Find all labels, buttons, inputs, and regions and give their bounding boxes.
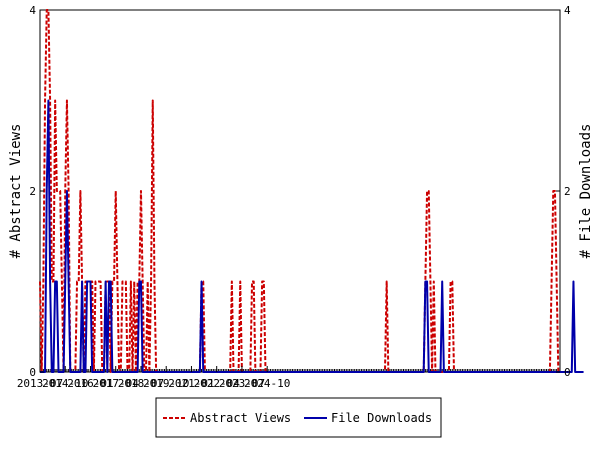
x-axis-labels: 2013-072014-102016-012017-042018-072019-… xyxy=(17,366,290,390)
left-y-tick-label: 0 xyxy=(29,366,36,379)
right-y-tick-label: 0 xyxy=(564,366,571,379)
x-tick-label: 2023-07 xyxy=(219,377,265,390)
x-tick-label: 2017-04 xyxy=(93,377,140,390)
x-tick-label: 2019-10 xyxy=(143,377,189,390)
x-tick-label: 2014-10 xyxy=(42,377,88,390)
plot-area xyxy=(39,9,584,373)
left-y-tick-label: 2 xyxy=(29,185,36,198)
x-tick-label: 2013-07 xyxy=(17,377,63,390)
left-y-axis-labels: 0 2 4 xyxy=(29,4,44,379)
right-y-axis-title: # File Downloads xyxy=(578,124,594,259)
x-tick-label: 2022-04 xyxy=(194,377,241,390)
series-line-abstract-views xyxy=(39,9,560,373)
legend-label-abstract-views: Abstract Views xyxy=(190,411,291,425)
right-y-tick-label: 2 xyxy=(564,185,571,198)
right-y-axis-labels: 0 2 4 xyxy=(556,4,571,379)
left-y-tick-label: 4 xyxy=(29,4,36,17)
x-tick-label: 2021-01 xyxy=(168,377,214,390)
legend-label-file-downloads: File Downloads xyxy=(331,411,432,425)
legend: Abstract Views File Downloads xyxy=(155,397,442,438)
right-y-tick-label: 4 xyxy=(564,4,571,17)
x-tick-label: 2018-07 xyxy=(118,377,164,390)
series-layer xyxy=(39,9,584,373)
legend-box xyxy=(155,397,442,438)
x-tick-label: 2016-01 xyxy=(67,377,113,390)
x-tick-label: 2024-10 xyxy=(244,377,290,390)
series-line-file-downloads xyxy=(40,99,584,373)
left-y-axis-title: # Abstract Views xyxy=(8,124,24,259)
